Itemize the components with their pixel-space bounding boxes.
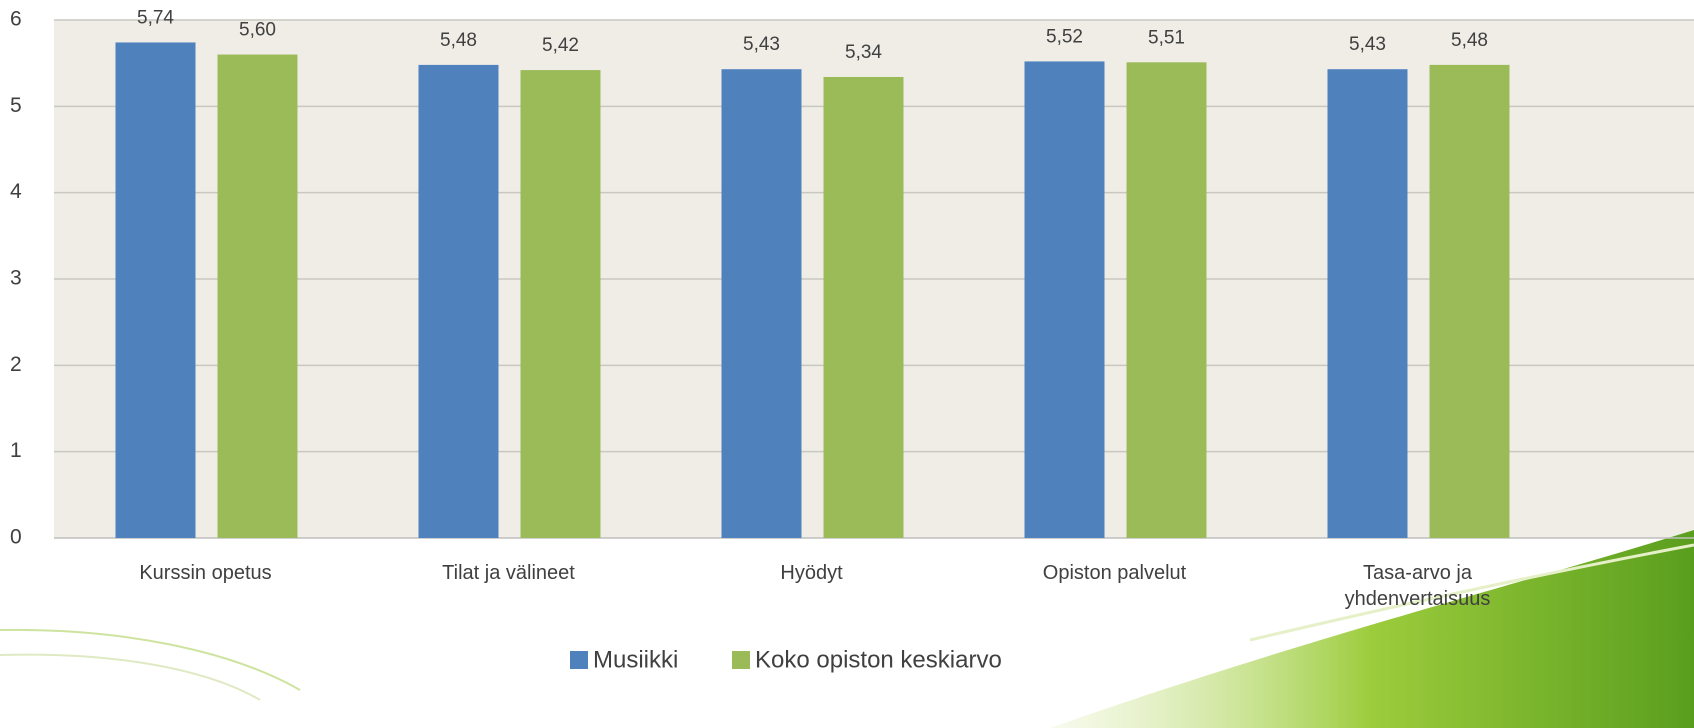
- page: {"chart_data": {"type": "bar", "categori…: [0, 0, 1694, 728]
- value-label: 5,60: [239, 20, 276, 41]
- value-label: 5,48: [1451, 30, 1488, 51]
- value-label: 5,43: [743, 34, 780, 55]
- bar: [1328, 69, 1408, 538]
- y-tick-label: 1: [10, 439, 22, 462]
- legend-swatch: [570, 651, 588, 669]
- bar: [419, 65, 499, 538]
- x-tick-label: Kurssin opetus: [101, 560, 311, 586]
- chart: 0 1 2 3 4 5 6 5,74 5,60 5,48 5,42 5,43 5,34 5,52 5,51 5…: [0, 0, 1694, 728]
- y-tick-label: 0: [10, 526, 22, 549]
- y-tick-label: 6: [10, 8, 22, 31]
- legend-label: Koko opiston keskiarvo: [755, 646, 1002, 673]
- decoration: [0, 630, 300, 690]
- decoration: [0, 655, 260, 700]
- value-label: 5,52: [1046, 26, 1083, 47]
- bar: [722, 69, 802, 538]
- value-label: 5,74: [137, 7, 174, 28]
- value-label: 5,42: [542, 35, 579, 56]
- x-tick-label: Tasa-arvo ja yhdenvertaisuus: [1313, 560, 1523, 612]
- bar: [218, 55, 298, 538]
- value-label: 5,48: [440, 30, 477, 51]
- bar: [1127, 62, 1207, 538]
- bar: [116, 42, 196, 538]
- value-label: 5,43: [1349, 34, 1386, 55]
- y-tick-label: 4: [10, 180, 22, 203]
- value-label: 5,34: [845, 42, 882, 63]
- y-tick-label: 5: [10, 94, 22, 117]
- y-tick-label: 2: [10, 353, 22, 376]
- legend-label: Musiikki: [593, 646, 678, 673]
- x-tick-label: Hyödyt: [707, 560, 917, 586]
- y-tick-label: 3: [10, 267, 22, 290]
- bar: [521, 70, 601, 538]
- bar: [824, 77, 904, 538]
- value-label: 5,51: [1148, 27, 1185, 48]
- x-tick-label: Tilat ja välineet: [404, 560, 614, 586]
- legend-swatch: [732, 651, 750, 669]
- x-tick-label: Opiston palvelut: [1010, 560, 1220, 586]
- bar: [1025, 61, 1105, 538]
- bar: [1430, 65, 1510, 538]
